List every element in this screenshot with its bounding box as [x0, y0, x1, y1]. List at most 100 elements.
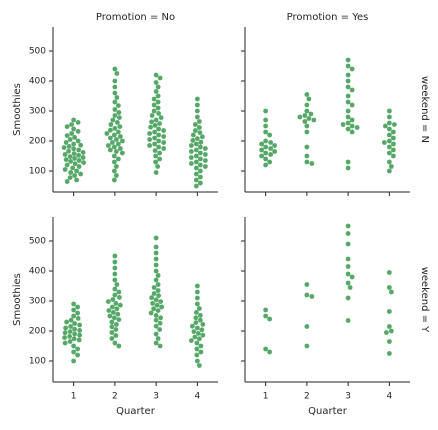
data-point — [112, 90, 118, 96]
data-point — [64, 179, 70, 184]
data-point — [113, 327, 119, 332]
data-point — [267, 316, 273, 322]
data-point — [158, 299, 164, 304]
data-point — [193, 177, 199, 183]
data-point — [386, 114, 392, 120]
data-point — [268, 140, 274, 145]
data-point — [194, 325, 200, 331]
data-point — [155, 93, 161, 99]
data-point — [388, 328, 394, 334]
y-tick-label: 500 — [29, 47, 46, 57]
data-point — [153, 72, 159, 78]
data-point — [345, 241, 351, 247]
data-point — [112, 253, 118, 259]
data-point — [197, 144, 203, 150]
y-axis-label: Smoothies — [12, 273, 23, 326]
data-point — [198, 349, 204, 355]
data-point — [193, 141, 199, 147]
data-point — [304, 159, 310, 165]
data-point — [267, 159, 273, 165]
data-point — [155, 288, 161, 293]
data-point — [345, 165, 351, 171]
data-point — [116, 110, 122, 115]
data-point — [71, 358, 77, 364]
data-point — [116, 295, 122, 300]
data-point — [386, 132, 392, 138]
data-point — [192, 122, 198, 127]
data-point — [74, 177, 80, 183]
data-point — [71, 117, 77, 123]
row-title: weekend = N — [419, 76, 430, 143]
data-point — [345, 99, 351, 105]
data-point — [76, 337, 82, 343]
data-point — [304, 92, 310, 97]
data-point — [112, 99, 118, 105]
data-point — [113, 322, 119, 327]
data-point — [150, 301, 156, 306]
data-point — [109, 330, 115, 335]
x-tick-label: 2 — [304, 392, 310, 402]
data-point — [112, 107, 118, 112]
data-point — [111, 153, 117, 159]
data-point — [154, 302, 160, 308]
data-point — [153, 256, 159, 262]
data-point — [161, 140, 167, 145]
data-point — [259, 147, 265, 153]
data-point — [193, 171, 199, 177]
data-point — [76, 153, 82, 158]
data-point — [349, 87, 355, 93]
data-point — [113, 149, 119, 154]
data-point — [66, 148, 72, 154]
data-point — [345, 271, 351, 277]
data-point — [193, 315, 199, 321]
data-point — [80, 150, 86, 155]
data-point — [74, 168, 80, 174]
data-point — [304, 108, 310, 114]
data-point — [194, 301, 200, 307]
data-point — [155, 282, 161, 287]
data-point — [156, 126, 162, 132]
data-point — [67, 154, 73, 160]
data-point — [188, 161, 194, 166]
data-point — [117, 146, 123, 151]
data-point — [112, 286, 118, 292]
data-point — [111, 168, 117, 174]
data-point — [155, 336, 161, 341]
data-point — [263, 150, 269, 156]
data-point — [304, 292, 310, 298]
data-point — [153, 117, 159, 123]
data-point — [304, 123, 310, 129]
data-point — [112, 259, 118, 265]
data-point — [263, 144, 269, 150]
x-axis-label: Quarter — [116, 406, 156, 417]
data-point — [75, 138, 81, 144]
data-point — [345, 318, 351, 323]
data-point — [197, 313, 203, 318]
y-tick-label: 200 — [29, 137, 46, 147]
data-point — [349, 66, 355, 72]
data-point — [153, 317, 159, 323]
y-tick-label: 300 — [29, 297, 46, 307]
data-point — [77, 328, 83, 333]
data-point — [112, 78, 118, 84]
data-point — [68, 317, 74, 323]
data-point — [297, 114, 303, 120]
data-point — [304, 343, 310, 349]
data-point — [200, 332, 206, 338]
data-point — [202, 158, 208, 163]
data-point — [196, 125, 202, 130]
data-point — [267, 132, 273, 138]
data-point — [72, 161, 78, 167]
data-point — [151, 96, 157, 102]
data-point — [202, 164, 208, 169]
data-point — [80, 155, 86, 160]
data-point — [197, 317, 203, 323]
data-point — [153, 277, 159, 283]
data-point — [112, 84, 118, 90]
data-point — [157, 343, 163, 349]
data-point — [345, 93, 351, 99]
data-point — [153, 340, 159, 346]
data-point — [75, 129, 81, 134]
data-point — [390, 135, 396, 141]
data-point — [199, 134, 205, 140]
